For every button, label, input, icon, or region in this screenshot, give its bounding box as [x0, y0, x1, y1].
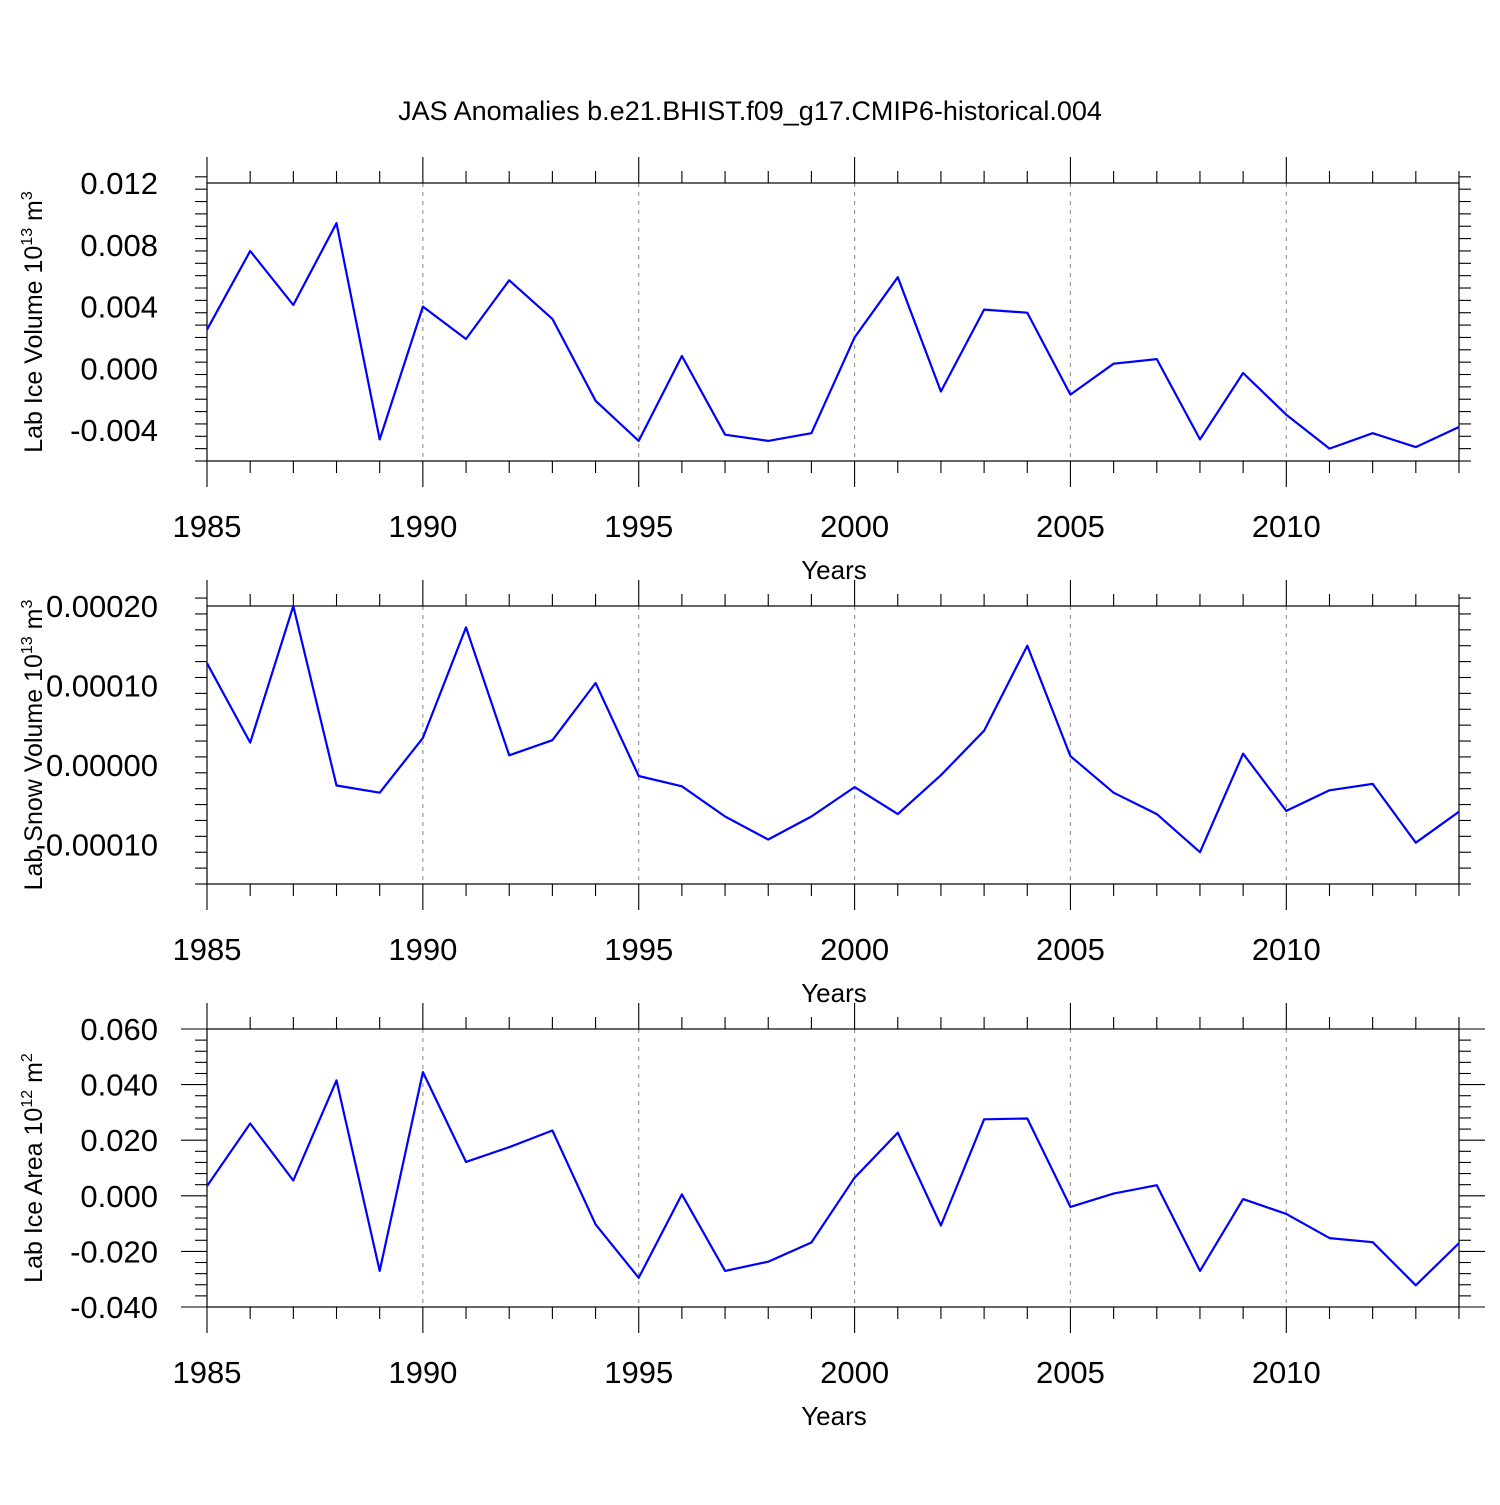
x-tick-label: 1995: [604, 932, 673, 967]
x-tick-label: 2000: [820, 1355, 889, 1390]
y-tick-label: 0.004: [80, 290, 158, 325]
y-axis-label-exponent: 12: [19, 1090, 36, 1108]
x-tick-label: 2000: [820, 509, 889, 544]
y-tick-label: -0.040: [70, 1290, 158, 1325]
x-axis-label: Years: [801, 978, 867, 1008]
y-tick-label: -0.020: [70, 1234, 158, 1269]
x-tick-label: 1995: [604, 509, 673, 544]
x-tick-label: 1985: [173, 1355, 242, 1390]
x-tick-label: 1990: [388, 1355, 457, 1390]
y-axis-label-text: Lab Ice Area 10: [20, 1108, 48, 1283]
y-tick-label: 0.012: [80, 166, 158, 201]
plot-frame: [206, 1028, 1460, 1308]
y-tick-label: -0.00010: [36, 827, 158, 862]
x-tick-label: 1990: [388, 932, 457, 967]
y-axis-label-unit: m: [20, 200, 48, 228]
panel-2: 1985 1990 1995 2000 2005 2010 -0.00010 0.00000 0…: [19, 580, 1471, 1008]
plot-frame: [206, 605, 1460, 885]
x-tick-label: 2010: [1252, 932, 1321, 967]
y-axis-label-unit: m: [20, 609, 48, 637]
x-tick-label: 2010: [1252, 1355, 1321, 1390]
series-line: [206, 1070, 1460, 1287]
y-axis-label-unit-exponent: 2: [19, 1053, 36, 1062]
y-axis-label-unit: m: [20, 1062, 48, 1090]
y-tick-label: 0.00000: [46, 748, 158, 783]
y-axis-label: Lab Ice Volume 1013 m3: [19, 191, 48, 453]
y-tick-label: 0.00020: [46, 589, 158, 624]
y-axis-label-unit-exponent: 3: [19, 191, 36, 200]
x-tick-label: 1985: [173, 932, 242, 967]
x-tick-label: 2005: [1036, 1355, 1105, 1390]
x-axis-label: Years: [801, 1401, 867, 1431]
chart-title: JAS Anomalies b.e21.BHIST.f09_g17.CMIP6-…: [398, 96, 1102, 126]
y-axis-label: Lab Ice Area 1012 m2: [19, 1053, 48, 1283]
y-tick-label: 0.040: [80, 1068, 158, 1103]
series-line: [206, 604, 1460, 854]
panel-1: 1985 1990 1995 2000 2005 2010 -0.004 0.000 0.004…: [19, 157, 1471, 585]
x-tick-label: 1995: [604, 1355, 673, 1390]
y-axis-label: Lab Snow Volume 1013 m3: [19, 600, 48, 891]
y-tick-label: 0.020: [80, 1123, 158, 1158]
x-tick-label: 1985: [173, 509, 242, 544]
panels-layer: 1985 1990 1995 2000 2005 2010 -0.004 0.000 0.004…: [19, 157, 1485, 1431]
series-line: [206, 222, 1460, 450]
y-tick-label: 0.000: [80, 351, 158, 386]
x-tick-label: 1990: [388, 509, 457, 544]
y-axis-label-text: Lab Snow Volume 10: [20, 654, 48, 890]
y-axis-label-unit-exponent: 3: [19, 600, 36, 609]
x-axis-label: Years: [801, 555, 867, 585]
y-axis-label-exponent: 13: [19, 636, 36, 654]
y-tick-label: 0.060: [80, 1012, 158, 1047]
panel-3: 1985 1990 1995 2000 2005 2010 -0.040 -0.020 0.00…: [19, 1003, 1485, 1431]
plot-frame: [206, 182, 1460, 462]
y-axis-label-exponent: 13: [19, 228, 36, 246]
y-tick-label: 0.00010: [46, 668, 158, 703]
x-tick-label: 2005: [1036, 509, 1105, 544]
y-tick-label: 0.000: [80, 1179, 158, 1214]
x-tick-label: 2005: [1036, 932, 1105, 967]
x-tick-label: 2010: [1252, 509, 1321, 544]
y-axis-label-text: Lab Ice Volume 10: [20, 246, 48, 453]
y-tick-label: -0.004: [70, 413, 158, 448]
x-tick-label: 2000: [820, 932, 889, 967]
y-tick-label: 0.008: [80, 228, 158, 263]
